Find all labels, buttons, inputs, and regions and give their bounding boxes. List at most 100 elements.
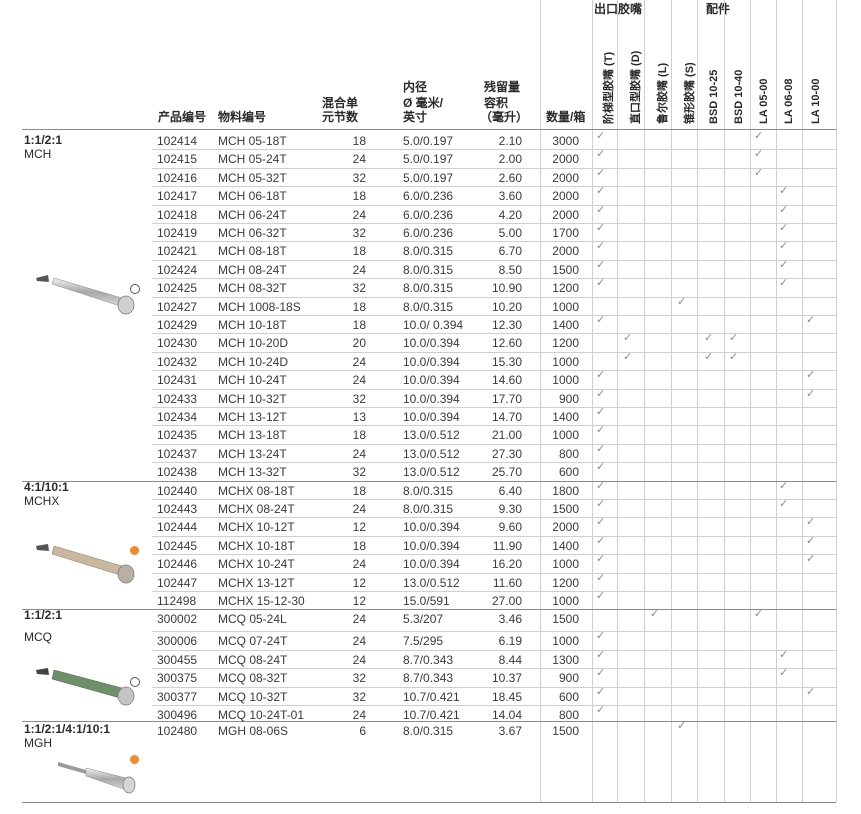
- holdup-volume-cell: 6.19: [498, 634, 522, 649]
- holdup-volume-cell: 10.90: [491, 281, 522, 296]
- holdup-volume-cell: 8.50: [498, 262, 522, 277]
- row-divider: [152, 572, 836, 574]
- check-icon: ✓: [806, 685, 816, 698]
- quantity-cell: 600: [558, 689, 579, 704]
- check-icon: ✓: [596, 130, 606, 142]
- check-icon: ✓: [596, 571, 606, 584]
- row-divider: [152, 149, 836, 151]
- quantity-cell: 1500: [552, 724, 579, 738]
- diameter-cell: 5.0/0.197: [403, 170, 454, 185]
- accessory-group-header: 配件: [706, 2, 731, 16]
- product-no-cell: 102419: [157, 226, 198, 240]
- elements-cell: 24: [352, 354, 366, 369]
- quantity-cell: 900: [558, 391, 579, 406]
- product-no-cell: 102427: [157, 299, 198, 314]
- header-accessory-column: BSD 10-40: [733, 69, 745, 124]
- row-divider: [152, 315, 836, 316]
- column-divider: [750, 0, 751, 802]
- mixer-image-mgh: [58, 762, 136, 794]
- holdup-volume-cell: 3.67: [498, 724, 522, 738]
- check-icon: ✓: [806, 553, 816, 566]
- row-divider: [152, 649, 836, 651]
- header-outlet-column: 锥形胶嘴 (S): [684, 62, 696, 124]
- row-divider: [152, 351, 836, 353]
- row-divider: [152, 554, 836, 556]
- check-icon: ✓: [596, 516, 606, 529]
- quantity-cell: 1500: [552, 262, 579, 277]
- material-no-cell: MCQ 10-24T-01: [218, 708, 305, 722]
- diameter-cell: 10.0/ 0.394: [403, 318, 464, 332]
- diameter-cell: 8.0/0.315: [403, 299, 454, 314]
- holdup-volume-cell: 27.00: [491, 594, 522, 608]
- check-icon: ✓: [779, 185, 789, 198]
- material-no-cell: MCH 10-18T: [218, 318, 287, 332]
- quantity-cell: 2000: [552, 152, 579, 167]
- elements-cell: 24: [352, 634, 366, 649]
- quantity-cell: 1500: [552, 502, 579, 516]
- check-icon: ✓: [779, 240, 789, 253]
- diameter-cell: 15.0/591: [403, 594, 450, 608]
- check-icon: ✓: [779, 498, 789, 510]
- elements-cell: 18: [352, 299, 366, 314]
- check-icon: ✓: [779, 222, 789, 234]
- holdup-volume-cell: 5.00: [498, 226, 522, 240]
- check-icon: ✓: [596, 704, 606, 716]
- holdup-volume-cell: 6.70: [498, 244, 522, 259]
- column-divider: [697, 0, 698, 802]
- quantity-cell: 1200: [552, 336, 579, 351]
- row-divider: [152, 705, 836, 706]
- quantity-cell: 1400: [552, 318, 579, 332]
- check-icon: ✓: [596, 630, 606, 643]
- elements-cell: 13: [352, 410, 366, 424]
- elements-cell: 18: [352, 134, 366, 148]
- quantity-cell: 1200: [552, 575, 579, 590]
- indicator-open-circle: [130, 284, 140, 294]
- holdup-volume-cell: 17.70: [491, 391, 522, 406]
- diameter-cell: 10.0/0.394: [403, 354, 460, 369]
- header-elements-line1: 混合单: [322, 96, 359, 110]
- holdup-volume-cell: 25.70: [491, 465, 522, 480]
- quantity-cell: 1400: [552, 538, 579, 553]
- material-no-cell: MCH 06-24T: [218, 207, 287, 222]
- check-icon: ✓: [677, 720, 687, 732]
- holdup-volume-cell: 14.04: [491, 708, 522, 722]
- material-no-cell: MCH 1008-18S: [218, 299, 301, 314]
- product-no-cell: 102433: [157, 391, 198, 406]
- holdup-volume-cell: 14.60: [491, 373, 522, 388]
- product-no-cell: 102418: [157, 207, 198, 222]
- holdup-volume-cell: 16.20: [491, 557, 522, 572]
- product-no-cell: 102480: [157, 724, 198, 738]
- elements-cell: 18: [352, 538, 366, 553]
- check-icon: ✓: [596, 590, 606, 602]
- column-divider: [644, 0, 645, 802]
- column-divider: [540, 0, 541, 802]
- check-icon: ✓: [729, 332, 739, 345]
- material-no-cell: MCH 06-32T: [218, 226, 287, 240]
- product-no-cell: 102445: [157, 538, 198, 553]
- product-no-cell: 102425: [157, 281, 198, 296]
- material-no-cell: MCHX 08-18T: [218, 483, 295, 498]
- row-divider: [152, 278, 836, 280]
- column-divider: [724, 0, 725, 802]
- header-accessory-column: LA 06-08: [783, 78, 795, 124]
- material-no-cell: MCQ 08-32T: [218, 671, 288, 686]
- check-icon: ✓: [623, 350, 633, 363]
- diameter-cell: 10.0/0.394: [403, 410, 460, 424]
- check-icon: ✓: [704, 332, 714, 345]
- material-no-cell: MCH 13-32T: [218, 465, 287, 480]
- group-ratio: 1:1/2:1/4:1/10:1: [24, 722, 111, 736]
- header-diameter-line3: 英寸: [403, 110, 428, 124]
- material-no-cell: MCH 10-20D: [218, 336, 289, 351]
- quantity-cell: 1800: [552, 483, 579, 498]
- check-icon: ✓: [596, 166, 606, 179]
- material-no-cell: MCH 10-24D: [218, 354, 289, 369]
- quantity-cell: 1200: [552, 281, 579, 296]
- material-no-cell: MCH 13-24T: [218, 446, 287, 461]
- row-divider: [152, 462, 836, 464]
- header-diameter-line2: Ø 毫米/: [403, 96, 444, 110]
- check-icon: ✓: [596, 203, 606, 216]
- check-icon: ✓: [677, 295, 687, 308]
- diameter-cell: 10.0/0.394: [403, 557, 460, 572]
- diameter-cell: 13.0/0.512: [403, 446, 460, 461]
